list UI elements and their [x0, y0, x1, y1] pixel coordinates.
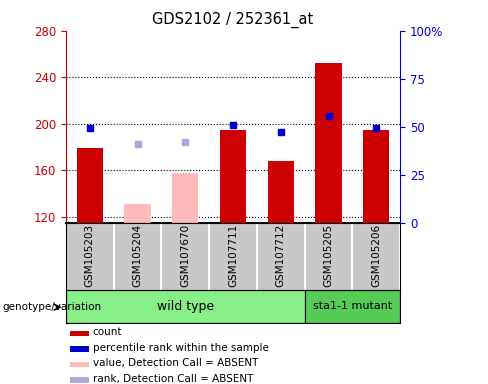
- Text: GSM105206: GSM105206: [371, 223, 381, 286]
- Bar: [267, 161, 294, 223]
- Text: value, Detection Call = ABSENT: value, Detection Call = ABSENT: [93, 358, 258, 368]
- Bar: [220, 130, 246, 223]
- Bar: [70, 331, 89, 336]
- Bar: [70, 361, 89, 367]
- Text: wild type: wild type: [157, 300, 214, 313]
- Title: GDS2102 / 252361_at: GDS2102 / 252361_at: [152, 12, 314, 28]
- Bar: [124, 204, 151, 223]
- Text: count: count: [93, 327, 122, 337]
- Bar: [172, 173, 199, 223]
- Text: GSM105204: GSM105204: [133, 223, 142, 286]
- Bar: [70, 346, 89, 352]
- Bar: [363, 130, 389, 223]
- Text: GSM107670: GSM107670: [180, 223, 190, 286]
- Bar: [305, 290, 400, 323]
- Text: GSM105203: GSM105203: [85, 223, 95, 286]
- Text: percentile rank within the sample: percentile rank within the sample: [93, 343, 269, 353]
- Bar: [77, 148, 103, 223]
- Text: GSM107711: GSM107711: [228, 223, 238, 286]
- Text: GSM105205: GSM105205: [324, 223, 333, 286]
- Bar: [66, 290, 305, 323]
- Text: genotype/variation: genotype/variation: [2, 302, 102, 312]
- Bar: [70, 377, 89, 383]
- Text: sta1-1 mutant: sta1-1 mutant: [313, 301, 392, 311]
- Bar: [315, 63, 342, 223]
- Text: rank, Detection Call = ABSENT: rank, Detection Call = ABSENT: [93, 374, 253, 384]
- Text: GSM107712: GSM107712: [276, 223, 286, 286]
